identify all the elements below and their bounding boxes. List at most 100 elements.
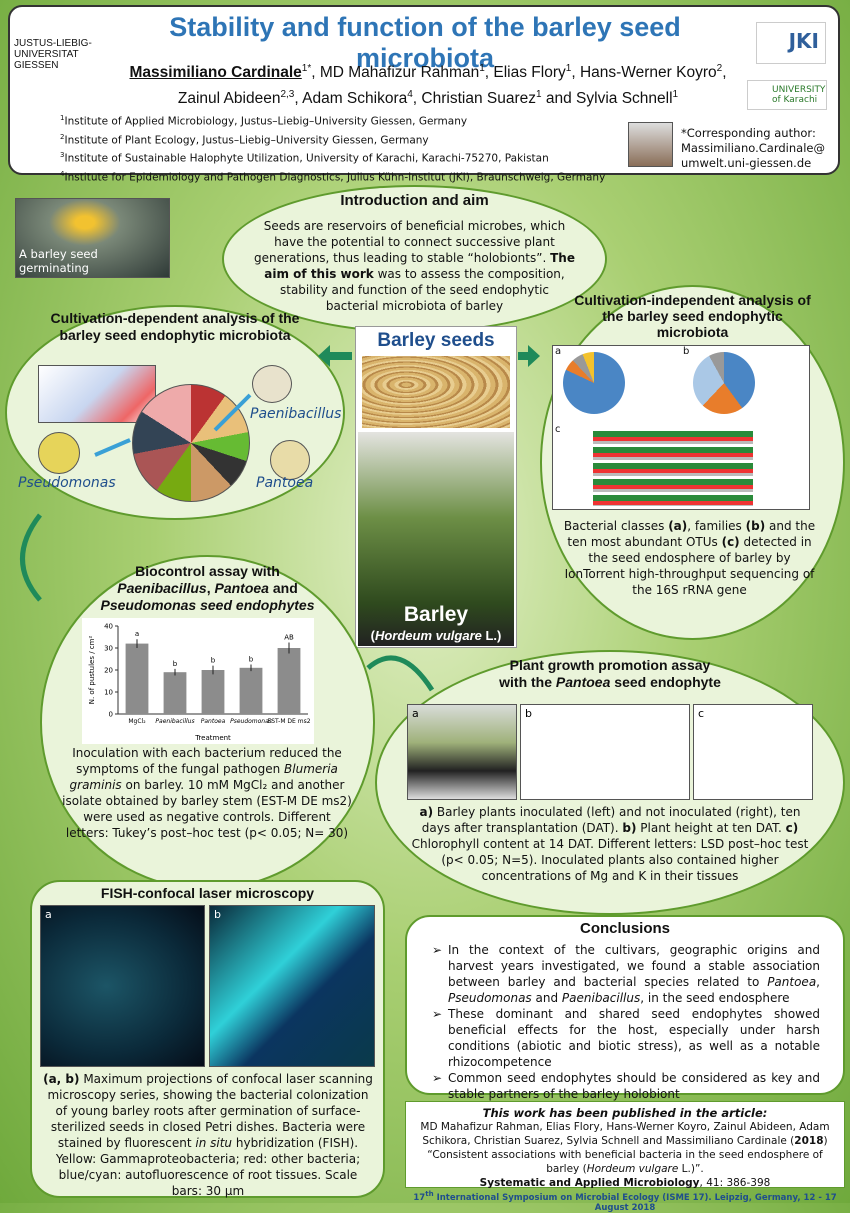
affiliation-number: 2 <box>60 132 65 141</box>
image-pie <box>693 352 755 414</box>
affiliation-mark: 1 <box>479 63 485 74</box>
separator: , <box>412 90 422 108</box>
authors: Massimiliano Cardinale1*, MD Mahafizur R… <box>118 58 738 110</box>
y-tick-label: 10 <box>104 689 113 697</box>
label: Barley <box>403 603 469 626</box>
author-photo <box>628 122 673 167</box>
affiliation: 4Institute for Epidemiology and Pathogen… <box>60 167 605 186</box>
affiliation-number: 3 <box>60 151 65 159</box>
text: Pantoea <box>214 580 269 596</box>
affiliations: 1Institute of Applied Microbiology, Just… <box>60 111 605 185</box>
image-plate <box>252 365 292 403</box>
affiliation-mark: 4 <box>407 89 413 101</box>
publication-box: This work has been published in the arti… <box>405 1101 845 1189</box>
arrow <box>20 513 42 602</box>
text: Paenibacillus <box>117 580 207 596</box>
x-tick-label: Pseudomonas <box>230 718 272 725</box>
y-axis-label: N. of pustules / cm² <box>88 636 96 705</box>
text: 17 <box>413 1192 426 1203</box>
text: in situ <box>195 1136 233 1150</box>
fish-caption: (a, b) Maximum projections of confocal l… <box>42 1071 374 1199</box>
text: with the <box>499 674 556 690</box>
poster-title: Stability and function of the barley see… <box>169 12 681 73</box>
fish-image: b <box>209 905 375 1067</box>
panel-label: b <box>683 346 690 357</box>
arrow <box>94 438 131 457</box>
pgp-caption: a) Barley plants inoculated (left) and n… <box>405 804 815 884</box>
image-3d-chart <box>38 365 156 423</box>
bar <box>239 667 263 714</box>
panel-label: a <box>555 346 562 357</box>
x-tick-label: Pantoea <box>201 718 226 725</box>
label: (Hordeum vulgare L.) <box>355 628 517 643</box>
separator: , <box>484 64 494 82</box>
text: and <box>531 991 562 1005</box>
panel-label: a <box>412 707 419 720</box>
x-tick-label: Paenibacillus <box>155 718 194 725</box>
text: (c) <box>721 535 740 549</box>
section-title: Cultivation-independent analysis of the … <box>574 292 811 340</box>
text: seed endophytes <box>196 597 315 613</box>
text: ) “Consistent associations with benefici… <box>427 1135 828 1175</box>
list-item: Common seed endophytes should be conside… <box>432 1070 820 1102</box>
text: These dominant and shared seed endophyte… <box>448 1007 820 1069</box>
x-axis-label: Treatment <box>194 734 231 742</box>
text: th <box>425 1189 434 1198</box>
text: detected in the seed endosphere of barle… <box>564 535 815 597</box>
label: Paenibacillus <box>250 406 342 422</box>
affiliation-mark: 1 <box>565 63 572 74</box>
footer: 17th International Symposium on Microbia… <box>405 1189 845 1213</box>
panel-label: c <box>698 707 705 720</box>
affiliation-number: 4 <box>60 169 65 178</box>
text: and <box>268 580 298 596</box>
separator: and <box>541 90 577 108</box>
affiliation: 2Institute of Plant Ecology, Justus–Lieb… <box>60 130 605 149</box>
seeds-image <box>362 356 510 428</box>
text: and the ten most abundant OTUs <box>567 519 816 549</box>
section-title: Conclusions <box>579 920 670 937</box>
text: Hordeum vulgare <box>586 1163 679 1175</box>
author-name: Zainul Abideen <box>177 90 281 108</box>
significance-letter: AB <box>284 634 294 642</box>
affiliation-mark: 1* <box>301 63 312 74</box>
label: Barley seeds <box>377 330 495 351</box>
bar <box>201 670 225 714</box>
arrow <box>213 393 252 432</box>
logo-jlu: JUSTUS-LIEBIG-UNIVERSITAT GIESSEN <box>14 38 92 71</box>
text: Plant growth promotion assay <box>509 657 711 673</box>
list-item: These dominant and shared seed endophyte… <box>432 1006 820 1070</box>
y-tick-label: 30 <box>104 645 113 653</box>
affiliation-text: Institute of Plant Ecology, Justus–Liebi… <box>64 134 429 146</box>
pgp-chart-height: b <box>520 704 690 800</box>
text: Barley plants inoculated (left) and not … <box>421 805 801 835</box>
text: (a, b) <box>43 1072 80 1086</box>
text: Systematic and Applied Microbiology <box>479 1177 700 1189</box>
image-plate <box>38 432 80 474</box>
separator: , <box>311 64 320 82</box>
significance-letter: b <box>211 657 216 665</box>
text: Pseudomonas <box>448 991 532 1005</box>
text: MD Mahafizur Rahman, Elias Flory, Hans-W… <box>420 1121 830 1147</box>
text: Pantoea <box>555 674 611 690</box>
bar <box>125 643 149 714</box>
text: ( <box>370 628 375 643</box>
image-ngs-charts: a b c <box>552 345 810 510</box>
affiliation-text: Institute of Sustainable Halophyte Utili… <box>64 152 549 165</box>
author-name: Elias Flory <box>493 64 566 82</box>
image-pie <box>132 384 250 502</box>
text: Blumeria graminis <box>69 762 338 792</box>
biocontrol-caption: Inoculation with each bacterium reduced … <box>62 745 352 841</box>
author-name: Massimiliano Cardinale <box>129 64 302 82</box>
y-tick-label: 0 <box>109 711 113 719</box>
text: *Corresponding author: <box>681 126 816 140</box>
text: Pantoea <box>767 975 817 989</box>
affiliation: 3Institute of Sustainable Halophyte Util… <box>60 148 605 167</box>
intro-text: Seeds are reservoirs of beneficial micro… <box>252 218 577 314</box>
x-tick-label: MgCl₂ <box>128 718 146 725</box>
text: L.)”. <box>678 1163 704 1175</box>
author-name: Christian Suarez <box>421 90 536 108</box>
photo-caption: A barley seed germinating <box>19 247 98 275</box>
affiliation: 1Institute of Applied Microbiology, Just… <box>60 111 605 130</box>
text: , 41: 386-398 <box>699 1177 771 1189</box>
